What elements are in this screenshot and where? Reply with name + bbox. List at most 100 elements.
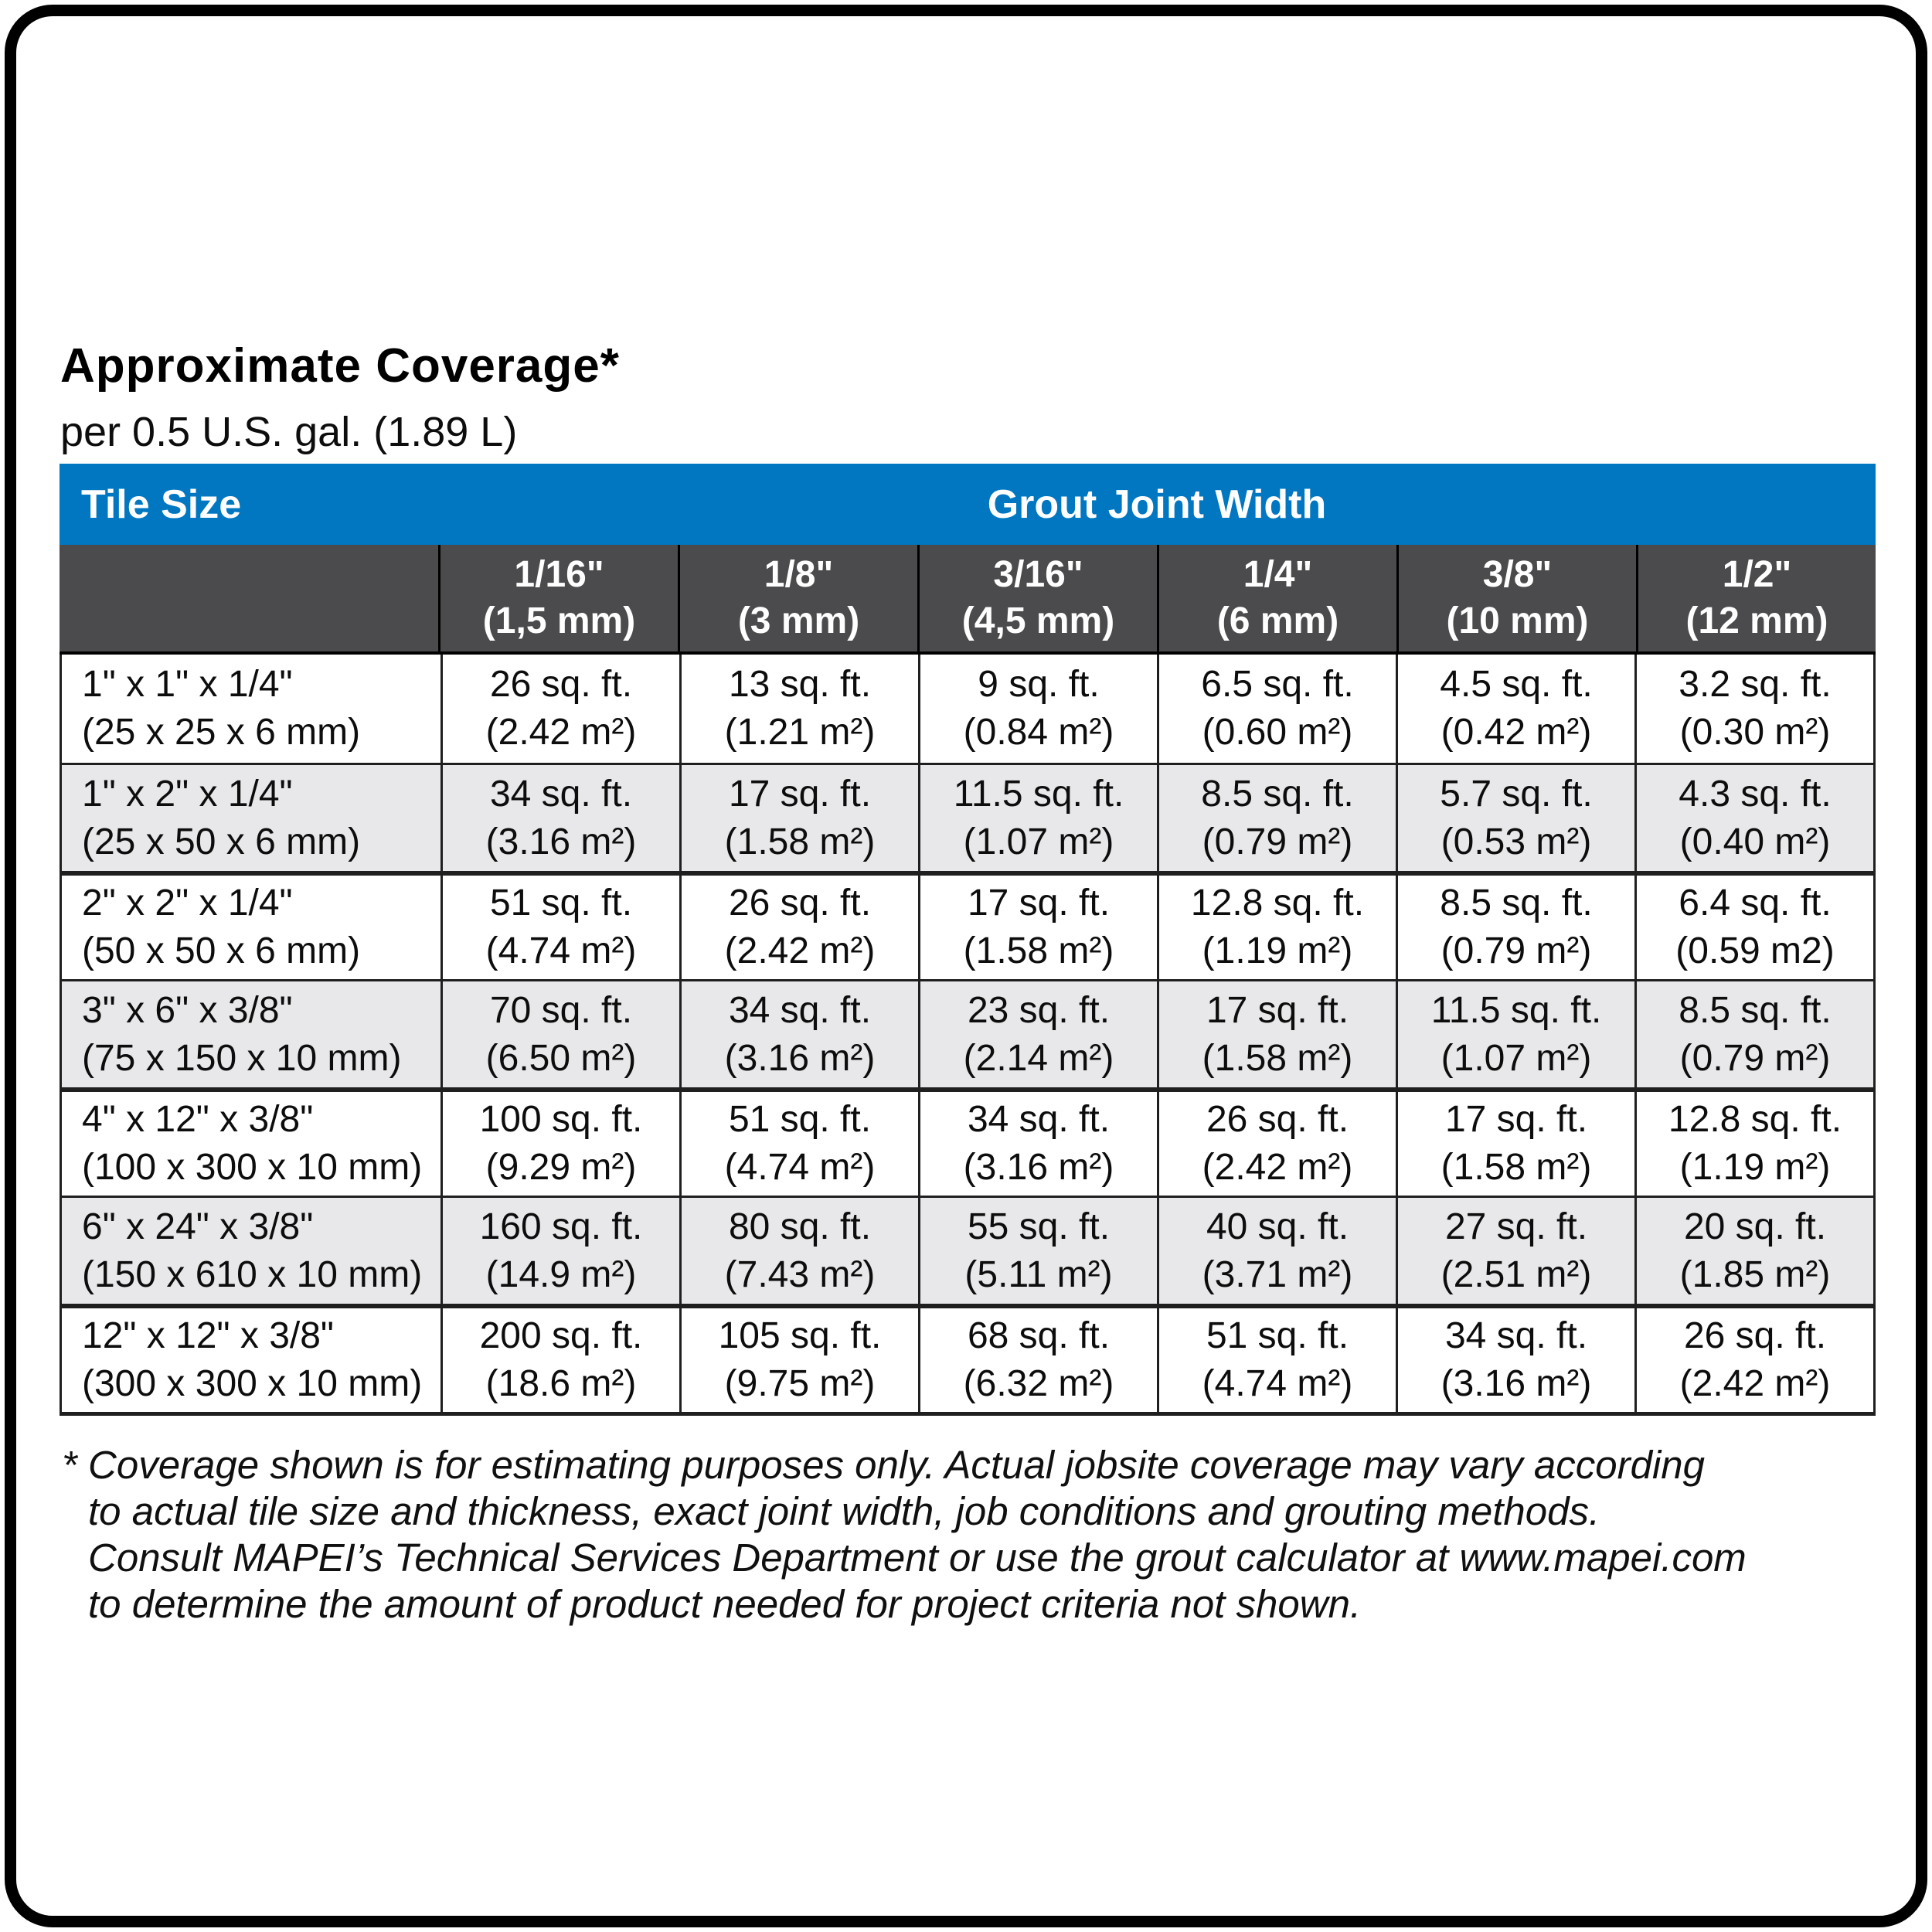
coverage-cell: 34 sq. ft. (3.16 m²) [679, 981, 918, 1087]
coverage-m2: (2.51 m²) [1440, 1253, 1592, 1295]
column-width-inches: 1/16" [514, 554, 604, 595]
coverage-m2: (0.59 m2) [1675, 930, 1835, 971]
coverage-sqft: 26 sq. ft. [1206, 1099, 1349, 1140]
coverage-m2: (0.53 m²) [1440, 821, 1592, 862]
coverage-m2: (2.42 m²) [1679, 1363, 1831, 1404]
coverage-cell: 17 sq. ft. (1.58 m²) [1396, 1092, 1634, 1196]
coverage-cell: 70 sq. ft. (6.50 m²) [440, 981, 679, 1087]
coverage-cell: 8.5 sq. ft. (0.79 m²) [1634, 981, 1873, 1087]
tile-size-cell: 4" x 12" x 3/8" (100 x 300 x 10 mm) [62, 1092, 440, 1196]
column-width-mm: (1,5 mm) [482, 600, 636, 641]
coverage-m2: (2.42 m²) [1202, 1147, 1353, 1188]
coverage-sqft: 9 sq. ft. [978, 664, 1100, 705]
coverage-m2: (3.16 m²) [1440, 1363, 1592, 1404]
coverage-cell: 105 sq. ft. (9.75 m²) [679, 1308, 918, 1412]
coverage-m2: (0.42 m²) [1440, 712, 1592, 753]
coverage-m2: (1.85 m²) [1679, 1253, 1831, 1295]
tile-size-cell: 2" x 2" x 1/4" (50 x 50 x 6 mm) [62, 876, 440, 979]
grout-width-column-header: 1/2" (12 mm) [1636, 545, 1876, 651]
coverage-cell: 51 sq. ft. (4.74 m²) [1157, 1308, 1396, 1412]
tile-size-mm: (25 x 50 x 6 mm) [82, 821, 361, 862]
coverage-cell: 11.5 sq. ft. (1.07 m²) [918, 765, 1157, 871]
coverage-cell: 55 sq. ft. (5.11 m²) [918, 1198, 1157, 1304]
coverage-sqft: 80 sq. ft. [728, 1206, 872, 1247]
tile-size-cell: 1" x 2" x 1/4" (25 x 50 x 6 mm) [62, 765, 440, 871]
coverage-m2: (4.74 m²) [485, 930, 637, 971]
coverage-cell: 20 sq. ft. (1.85 m²) [1634, 1198, 1873, 1304]
coverage-sqft: 17 sq. ft. [1444, 1099, 1588, 1140]
coverage-m2: (2.14 m²) [963, 1037, 1114, 1079]
footnote-line: Consult MAPEI’s Technical Services Depar… [88, 1536, 1747, 1580]
coverage-sqft: 68 sq. ft. [967, 1315, 1111, 1356]
coverage-m2: (3.16 m²) [963, 1147, 1114, 1188]
coverage-sqft: 17 sq. ft. [967, 883, 1111, 923]
grout-width-column-header: 1/8" (3 mm) [678, 545, 917, 651]
tile-size-inches: 1" x 1" x 1/4" [82, 664, 293, 705]
grout-width-column-header: 3/16" (4,5 mm) [917, 545, 1157, 651]
tile-size-mm: (150 x 610 x 10 mm) [82, 1253, 423, 1295]
coverage-sqft: 55 sq. ft. [967, 1206, 1111, 1247]
grout-joint-width-header: Grout Joint Width [987, 481, 1327, 527]
coverage-sqft: 26 sq. ft. [489, 664, 633, 705]
coverage-sqft: 13 sq. ft. [728, 664, 872, 705]
coverage-cell: 12.8 sq. ft. (1.19 m²) [1634, 1092, 1873, 1196]
tile-size-inches: 2" x 2" x 1/4" [82, 883, 293, 923]
coverage-m2: (0.60 m²) [1202, 712, 1353, 753]
coverage-sqft: 160 sq. ft. [479, 1206, 643, 1247]
column-width-inches: 1/8" [764, 554, 834, 595]
tile-size-mm: (75 x 150 x 10 mm) [82, 1037, 402, 1079]
column-width-mm: (12 mm) [1685, 600, 1828, 641]
coverage-cell: 11.5 sq. ft. (1.07 m²) [1396, 981, 1634, 1087]
coverage-sqft: 17 sq. ft. [1206, 989, 1349, 1031]
coverage-sqft: 23 sq. ft. [967, 989, 1111, 1031]
coverage-sqft: 51 sq. ft. [489, 883, 633, 923]
column-width-mm: (3 mm) [737, 600, 860, 641]
page-title: Approximate Coverage* [60, 339, 620, 393]
coverage-m2: (9.75 m²) [724, 1363, 876, 1404]
coverage-m2: (6.50 m²) [485, 1037, 637, 1079]
coverage-sqft: 27 sq. ft. [1444, 1206, 1588, 1247]
footnote-line: to determine the amount of product neede… [88, 1582, 1362, 1626]
coverage-sqft: 8.5 sq. ft. [1201, 773, 1354, 815]
coverage-sqft: 8.5 sq. ft. [1679, 989, 1832, 1031]
column-header-row: 1/16" (1,5 mm) 1/8" (3 mm) 3/16" (4,5 mm) 1/4"… [60, 545, 1876, 655]
coverage-m2: (18.6 m²) [485, 1363, 637, 1404]
coverage-cell: 40 sq. ft. (3.71 m²) [1157, 1198, 1396, 1304]
footnote: * Coverage shown is for estimating purpo… [62, 1442, 1893, 1628]
coverage-sqft: 105 sq. ft. [718, 1315, 882, 1356]
coverage-sqft: 4.5 sq. ft. [1440, 664, 1593, 705]
coverage-cell: 26 sq. ft. (2.42 m²) [1157, 1092, 1396, 1196]
coverage-m2: (1.58 m²) [1440, 1147, 1592, 1188]
coverage-m2: (14.9 m²) [485, 1253, 637, 1295]
tile-size-cell: 12" x 12" x 3/8" (300 x 300 x 10 mm) [62, 1308, 440, 1412]
coverage-m2: (0.79 m²) [1202, 821, 1353, 862]
coverage-cell: 17 sq. ft. (1.58 m²) [679, 765, 918, 871]
coverage-m2: (0.79 m²) [1440, 930, 1592, 971]
coverage-m2: (2.42 m²) [724, 930, 876, 971]
column-width-mm: (6 mm) [1216, 600, 1339, 641]
coverage-m2: (1.58 m²) [724, 821, 876, 862]
coverage-m2: (0.30 m²) [1679, 712, 1831, 753]
coverage-cell: 51 sq. ft. (4.74 m²) [679, 1092, 918, 1196]
coverage-cell: 6.4 sq. ft. (0.59 m2) [1634, 876, 1873, 979]
footnote-line: * Coverage shown is for estimating purpo… [62, 1443, 1706, 1487]
column-width-mm: (10 mm) [1446, 600, 1589, 641]
coverage-cell: 27 sq. ft. (2.51 m²) [1396, 1198, 1634, 1304]
coverage-sqft: 70 sq. ft. [489, 989, 633, 1031]
table-row: 1" x 1" x 1/4" (25 x 25 x 6 mm) 26 sq. ft.… [60, 655, 1876, 763]
coverage-sqft: 200 sq. ft. [479, 1315, 643, 1356]
coverage-cell: 160 sq. ft. (14.9 m²) [440, 1198, 679, 1304]
coverage-m2: (3.16 m²) [485, 821, 637, 862]
column-width-mm: (4,5 mm) [961, 600, 1115, 641]
coverage-cell: 3.2 sq. ft. (0.30 m²) [1634, 655, 1873, 763]
coverage-sqft: 100 sq. ft. [479, 1099, 643, 1140]
footnote-line: to actual tile size and thickness, exact… [88, 1489, 1600, 1533]
coverage-cell: 26 sq. ft. (2.42 m²) [440, 655, 679, 763]
tile-size-header: Tile Size [81, 481, 242, 527]
coverage-cell: 100 sq. ft. (9.29 m²) [440, 1092, 679, 1196]
coverage-m2: (1.19 m²) [1679, 1147, 1831, 1188]
coverage-cell: 17 sq. ft. (1.58 m²) [918, 876, 1157, 979]
coverage-m2: (1.07 m²) [963, 821, 1114, 862]
coverage-m2: (0.79 m²) [1679, 1037, 1831, 1079]
